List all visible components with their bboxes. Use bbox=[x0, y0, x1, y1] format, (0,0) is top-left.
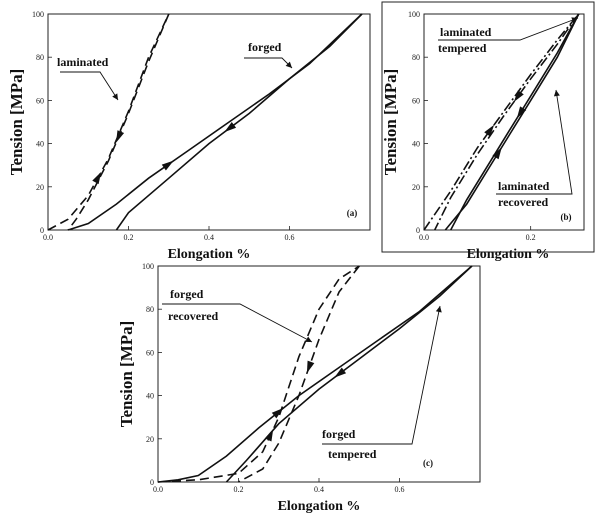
direction-arrow bbox=[513, 90, 524, 103]
y-tick-label: 20 bbox=[146, 435, 154, 444]
y-tick-label: 100 bbox=[142, 262, 154, 271]
annotation-leader-line bbox=[162, 303, 313, 343]
annotation-label: forged bbox=[248, 40, 282, 54]
chart-panel-c: 0 20 40 60 80 100 0.0 0.2 0.4 0.6 Tension [MPa] Elo… bbox=[110, 262, 490, 526]
direction-arrow bbox=[306, 360, 315, 374]
chart-panel-b: 0 20 40 60 80 100 0.0 0.2 Tension [MPa] Elongatio… bbox=[380, 0, 598, 262]
y-tick-label: 0 bbox=[150, 478, 154, 487]
panel-label: (a) bbox=[347, 208, 358, 218]
plot-frame-c bbox=[157, 265, 481, 483]
annotation-label: tempered bbox=[328, 447, 377, 461]
annotation-label: tempered bbox=[438, 41, 487, 55]
y-tick-label: 80 bbox=[36, 53, 44, 62]
x-axis-label: Elongation % bbox=[168, 247, 251, 262]
annotation-label: recovered bbox=[168, 309, 219, 323]
annotation-arrowhead bbox=[285, 61, 292, 68]
y-tick-label: 20 bbox=[412, 183, 420, 192]
chart-a-svg: 0 20 40 60 80 100 0.0 0.2 0.4 0.6 Tension [MPa] Elo… bbox=[7, 10, 371, 262]
x-axis-label: Elongation % bbox=[278, 499, 361, 514]
y-tick-label: 100 bbox=[32, 10, 44, 19]
annotation-label: laminated bbox=[498, 179, 550, 193]
y-tick-label: 60 bbox=[146, 348, 154, 357]
series-line-laminated-unloading bbox=[67, 13, 170, 231]
series-line-laminated-loading bbox=[47, 13, 170, 231]
direction-arrow bbox=[161, 160, 174, 171]
direction-arrow bbox=[92, 171, 102, 185]
annotation-label: forged bbox=[322, 427, 356, 441]
x-tick-label: 0.6 bbox=[285, 233, 295, 242]
y-tick-label: 40 bbox=[146, 392, 154, 401]
direction-arrow bbox=[516, 106, 527, 119]
chart-panel-a: 0 20 40 60 80 100 0.0 0.2 0.4 0.6 Tension [MPa] Elo… bbox=[0, 0, 380, 262]
annotation-arrowhead bbox=[553, 90, 560, 97]
annotation-arrowhead bbox=[305, 336, 312, 342]
x-tick-label: 0.6 bbox=[395, 485, 405, 494]
y-tick-label: 0 bbox=[416, 226, 420, 235]
x-tick-label: 0.2 bbox=[526, 233, 536, 242]
series-line-laminated-recovered-unloading bbox=[449, 13, 580, 231]
y-tick-label: 20 bbox=[36, 183, 44, 192]
y-tick-label: 40 bbox=[36, 140, 44, 149]
annotation-arrowhead bbox=[435, 306, 442, 313]
x-tick-label: 0.4 bbox=[204, 233, 214, 242]
y-tick-label: 60 bbox=[412, 96, 420, 105]
y-axis-label: Tension [MPa] bbox=[7, 69, 26, 176]
annotation-label: laminated bbox=[440, 25, 492, 39]
annotation-label: recovered bbox=[498, 195, 549, 209]
panel-label: (b) bbox=[561, 212, 572, 222]
direction-arrow bbox=[492, 147, 502, 160]
panel-border-b bbox=[381, 1, 595, 253]
annotation-leader-line bbox=[322, 305, 441, 445]
x-tick-label: 0.2 bbox=[234, 485, 244, 494]
y-tick-label: 100 bbox=[408, 10, 420, 19]
annotation-label: forged bbox=[170, 287, 204, 301]
annotation-arrowhead bbox=[112, 93, 118, 100]
y-axis-label: Tension [MPa] bbox=[117, 321, 136, 428]
direction-arrow bbox=[116, 130, 125, 143]
y-tick-label: 60 bbox=[36, 96, 44, 105]
x-axis-label: Elongation % bbox=[467, 247, 550, 262]
plot-frame-a bbox=[47, 13, 371, 231]
annotation-label: laminated bbox=[57, 55, 109, 69]
x-tick-label: 0.0 bbox=[153, 485, 163, 494]
series-line-laminated-tempered-unloading bbox=[433, 13, 580, 231]
annotation-leader-line bbox=[438, 17, 579, 41]
x-tick-label: 0.0 bbox=[43, 233, 53, 242]
series-line-laminated-recovered-loading bbox=[444, 13, 580, 231]
x-tick-label: 0.2 bbox=[124, 233, 134, 242]
direction-arrow bbox=[484, 124, 495, 137]
direction-arrow bbox=[271, 408, 284, 419]
y-tick-label: 80 bbox=[146, 305, 154, 314]
direction-arrow bbox=[224, 121, 237, 133]
annotation-leader-line bbox=[60, 71, 119, 101]
x-tick-label: 0.4 bbox=[314, 485, 324, 494]
annotation-leader-line bbox=[496, 89, 573, 195]
y-tick-label: 80 bbox=[412, 53, 420, 62]
annotation-arrowhead bbox=[571, 17, 578, 23]
y-tick-label: 40 bbox=[412, 140, 420, 149]
chart-b-svg: 0 20 40 60 80 100 0.0 0.2 Tension [MPa] Elongatio… bbox=[381, 1, 595, 262]
y-axis-label: Tension [MPa] bbox=[381, 69, 400, 176]
y-tick-label: 0 bbox=[40, 226, 44, 235]
chart-c-svg: 0 20 40 60 80 100 0.0 0.2 0.4 0.6 Tension [MPa] Elo… bbox=[117, 262, 481, 514]
x-tick-label: 0.0 bbox=[419, 233, 429, 242]
direction-arrow bbox=[334, 367, 347, 378]
panel-label: (c) bbox=[423, 458, 433, 468]
